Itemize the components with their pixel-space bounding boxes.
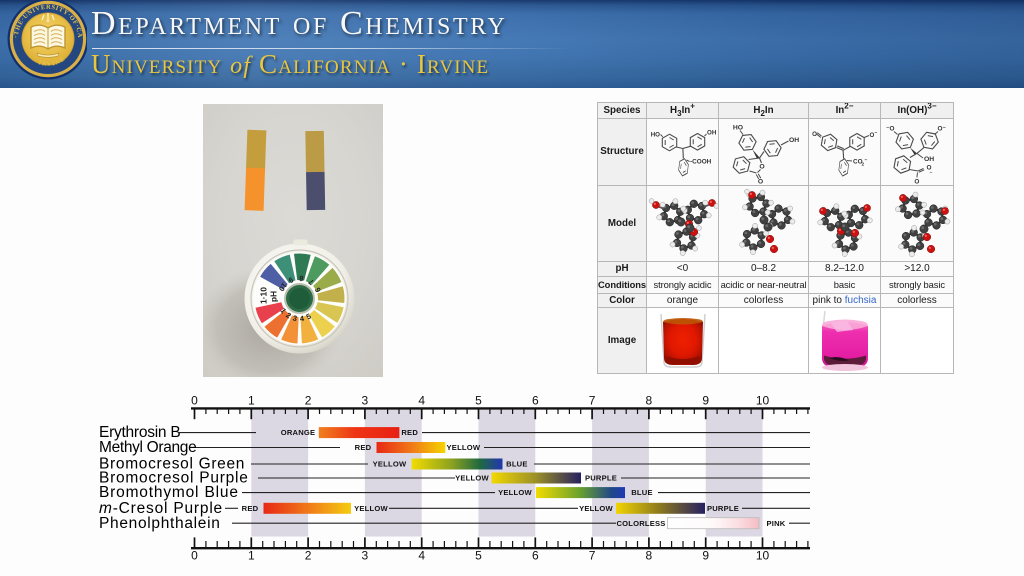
- svg-text:3: 3: [362, 394, 369, 408]
- svg-text:4: 4: [299, 314, 305, 324]
- svg-text:8: 8: [646, 549, 653, 563]
- svg-text:7: 7: [589, 549, 596, 563]
- svg-text:10: 10: [277, 281, 289, 293]
- svg-text:4: 4: [418, 549, 425, 563]
- svg-text:0: 0: [191, 394, 198, 408]
- svg-text:ORANGE: ORANGE: [281, 428, 316, 437]
- svg-text:Bromocresol Green: Bromocresol Green: [99, 456, 245, 473]
- svg-text:O: O: [927, 165, 932, 172]
- svg-text:Methyl Orange: Methyl Orange: [99, 439, 196, 456]
- svg-text:OH: OH: [707, 130, 717, 137]
- svg-text:YELLOW: YELLOW: [498, 488, 532, 497]
- svg-text:8: 8: [646, 394, 653, 408]
- svg-text:pH: pH: [269, 291, 279, 302]
- svg-text:6: 6: [532, 549, 539, 563]
- svg-text:O: O: [869, 132, 874, 139]
- svg-text:OH: OH: [789, 137, 799, 144]
- svg-text:COLORLESS: COLORLESS: [616, 519, 665, 528]
- svg-text:m-Cresol Purple: m-Cresol Purple: [99, 500, 223, 517]
- svg-text:1: 1: [248, 394, 255, 408]
- svg-text:CO: CO: [853, 158, 863, 165]
- svg-text:YELLOW: YELLOW: [447, 443, 481, 452]
- svg-text:✶: ✶: [45, 17, 51, 25]
- svg-text:1·10: 1·10: [259, 287, 269, 304]
- svg-text:Phenolphthalein: Phenolphthalein: [99, 515, 221, 532]
- svg-text:−: −: [864, 157, 867, 163]
- svg-text:9: 9: [287, 275, 295, 285]
- svg-text:PINK: PINK: [767, 519, 786, 528]
- svg-text:2: 2: [861, 161, 864, 167]
- svg-text:HO: HO: [732, 125, 742, 132]
- svg-text:YELLOW: YELLOW: [373, 460, 407, 469]
- svg-text:YELLOW: YELLOW: [579, 504, 613, 513]
- svg-text:10: 10: [756, 394, 770, 408]
- svg-text:OH: OH: [924, 156, 934, 163]
- svg-text:BLUE: BLUE: [506, 460, 527, 469]
- svg-text:5: 5: [475, 549, 482, 563]
- svg-text:PURPLE: PURPLE: [585, 474, 617, 483]
- svg-text:-COOH: -COOH: [690, 159, 712, 166]
- svg-text:5: 5: [305, 311, 314, 321]
- svg-text:0: 0: [191, 549, 198, 563]
- svg-text:9: 9: [702, 549, 709, 563]
- svg-text:8: 8: [299, 274, 304, 283]
- svg-text:Bromocresol Purple: Bromocresol Purple: [99, 470, 249, 487]
- svg-text:2: 2: [284, 311, 292, 321]
- svg-text:2: 2: [305, 549, 312, 563]
- svg-text:Erythrosin B: Erythrosin B: [99, 424, 180, 441]
- svg-text:O: O: [757, 179, 762, 185]
- svg-text:1: 1: [278, 306, 288, 315]
- svg-text:3: 3: [362, 549, 369, 563]
- svg-text:RED: RED: [401, 428, 418, 437]
- svg-text:⁻: ⁻: [930, 171, 933, 177]
- svg-text:O: O: [914, 179, 919, 185]
- svg-text:O⁻: O⁻: [938, 126, 946, 133]
- svg-text:YELLOW: YELLOW: [455, 474, 489, 483]
- svg-text:−: −: [874, 130, 877, 136]
- svg-text:6: 6: [532, 394, 539, 408]
- svg-text:7: 7: [307, 277, 316, 287]
- svg-text:BLUE: BLUE: [631, 488, 652, 497]
- svg-text:⁻O: ⁻O: [886, 126, 894, 133]
- svg-text:RED: RED: [355, 443, 372, 452]
- svg-text:5: 5: [475, 394, 482, 408]
- svg-text:9: 9: [702, 394, 709, 408]
- svg-text:7: 7: [589, 394, 596, 408]
- svg-text:YELLOW: YELLOW: [354, 504, 388, 513]
- svg-text:HO: HO: [650, 132, 659, 139]
- svg-text:1: 1: [248, 549, 255, 563]
- svg-text:RED: RED: [242, 504, 259, 513]
- svg-text:4: 4: [418, 394, 425, 408]
- svg-text:6: 6: [313, 286, 323, 294]
- svg-text:2: 2: [305, 394, 312, 408]
- svg-text:Bromothymol Blue: Bromothymol Blue: [99, 484, 239, 501]
- svg-text:10: 10: [756, 549, 770, 563]
- svg-text:O: O: [812, 131, 817, 138]
- svg-text:PURPLE: PURPLE: [707, 504, 739, 513]
- svg-text:O: O: [759, 164, 764, 171]
- svg-text:3: 3: [292, 313, 298, 323]
